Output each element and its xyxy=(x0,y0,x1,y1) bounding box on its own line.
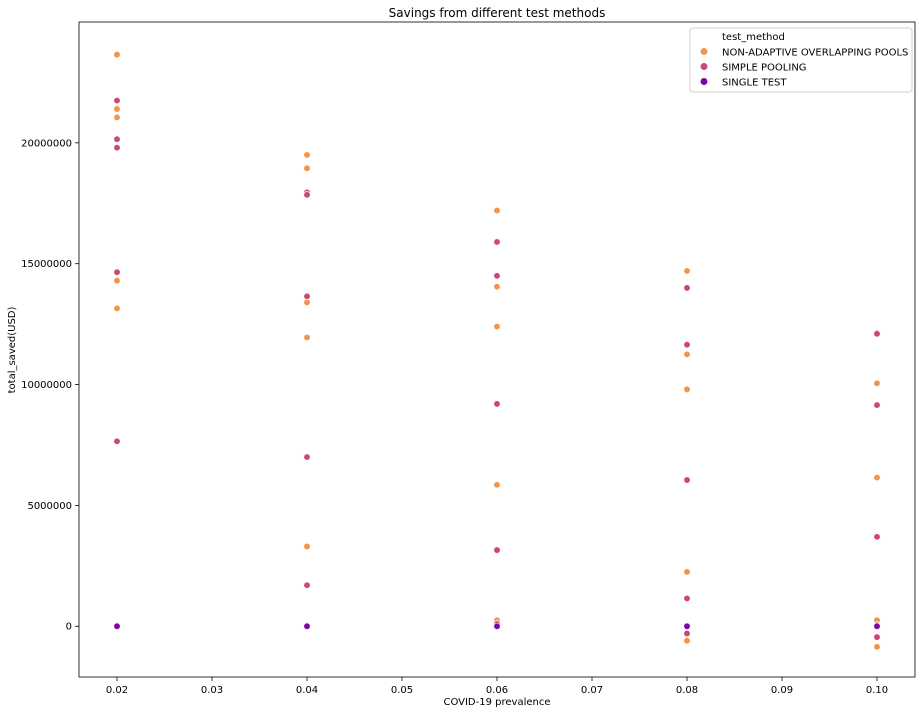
legend-marker-non-adaptive-overlapping-pools xyxy=(699,47,709,56)
point-simple-pooling xyxy=(873,633,881,641)
point-single-test xyxy=(683,622,691,630)
point-non-adaptive-overlapping-pools xyxy=(493,322,501,331)
point-simple-pooling xyxy=(873,330,881,338)
x-tick-label: 0.05 xyxy=(391,685,413,696)
point-non-adaptive-overlapping-pools xyxy=(683,385,691,394)
legend-label-non-adaptive-overlapping-pools: NON-ADAPTIVE OVERLAPPING POOLS xyxy=(722,48,908,59)
x-tick-label: 0.10 xyxy=(866,685,888,696)
y-tick-label: 5000000 xyxy=(27,501,72,512)
point-non-adaptive-overlapping-pools xyxy=(873,643,881,651)
y-tick-label: 15000000 xyxy=(21,259,72,270)
point-simple-pooling xyxy=(873,533,881,541)
point-non-adaptive-overlapping-pools xyxy=(493,481,501,489)
x-tick-label: 0.09 xyxy=(771,685,793,696)
x-tick-label: 0.07 xyxy=(581,685,603,696)
point-non-adaptive-overlapping-pools xyxy=(113,105,121,113)
x-tick-label: 0.04 xyxy=(296,685,318,696)
point-single-test xyxy=(493,622,501,630)
point-simple-pooling xyxy=(493,400,501,408)
y-axis-title: total_saved(USD) xyxy=(7,307,18,394)
point-non-adaptive-overlapping-pools xyxy=(303,151,311,159)
point-non-adaptive-overlapping-pools xyxy=(873,379,881,387)
point-non-adaptive-overlapping-pools xyxy=(873,473,881,482)
point-simple-pooling xyxy=(113,437,121,445)
point-simple-pooling xyxy=(303,581,311,589)
point-non-adaptive-overlapping-pools xyxy=(683,350,691,358)
point-non-adaptive-overlapping-pools xyxy=(303,333,311,342)
x-tick-label: 0.08 xyxy=(676,685,698,696)
point-simple-pooling xyxy=(683,284,691,292)
y-tick-label: 0 xyxy=(66,622,72,633)
point-non-adaptive-overlapping-pools xyxy=(113,304,121,313)
point-non-adaptive-overlapping-pools xyxy=(113,113,121,122)
x-axis-title: COVID-19 prevalence xyxy=(443,697,550,708)
point-simple-pooling xyxy=(873,401,881,409)
chart-title: Savings from different test methods xyxy=(389,6,606,20)
legend: test_method NON-ADAPTIVE OVERLAPPING POO… xyxy=(689,27,913,93)
legend-frame xyxy=(689,27,913,93)
point-non-adaptive-overlapping-pools xyxy=(303,298,311,307)
legend-label-simple-pooling: SIMPLE POOLING xyxy=(722,63,807,74)
point-non-adaptive-overlapping-pools xyxy=(303,164,311,172)
point-non-adaptive-overlapping-pools xyxy=(493,206,501,215)
legend-title: test_method xyxy=(722,32,785,43)
point-simple-pooling xyxy=(493,546,501,554)
point-simple-pooling xyxy=(493,238,501,246)
y-tick-label: 10000000 xyxy=(21,380,72,391)
y-tick-label: 20000000 xyxy=(21,138,72,149)
point-non-adaptive-overlapping-pools xyxy=(683,568,691,576)
x-tick-label: 0.02 xyxy=(106,685,128,696)
plot-area xyxy=(78,21,916,678)
point-non-adaptive-overlapping-pools xyxy=(683,267,691,275)
point-simple-pooling xyxy=(113,96,121,105)
point-non-adaptive-overlapping-pools xyxy=(113,50,121,59)
plot-frame xyxy=(78,21,916,678)
x-tick-label: 0.06 xyxy=(486,685,508,696)
point-simple-pooling xyxy=(683,629,691,638)
legend-marker-simple-pooling xyxy=(699,62,709,71)
point-simple-pooling xyxy=(683,476,691,484)
point-simple-pooling xyxy=(683,341,691,349)
legend-label-single-test: SINGLE TEST xyxy=(722,78,787,89)
point-non-adaptive-overlapping-pools xyxy=(113,276,121,285)
point-simple-pooling xyxy=(303,292,311,300)
y-axis: 0 5000000 10000000 15000000 20000000 xyxy=(21,138,79,633)
point-simple-pooling xyxy=(113,135,121,143)
point-single-test xyxy=(303,622,311,630)
point-simple-pooling xyxy=(303,453,311,461)
point-non-adaptive-overlapping-pools xyxy=(493,283,501,291)
point-simple-pooling xyxy=(493,272,501,280)
point-simple-pooling xyxy=(683,594,691,603)
point-simple-pooling xyxy=(303,191,311,199)
point-non-adaptive-overlapping-pools xyxy=(303,542,311,551)
point-non-adaptive-overlapping-pools xyxy=(683,637,691,645)
x-tick-label: 0.03 xyxy=(201,685,223,696)
data-points xyxy=(113,50,881,651)
point-simple-pooling xyxy=(113,268,121,276)
point-single-test xyxy=(113,622,121,630)
x-axis: 0.02 0.03 0.04 0.05 0.06 0.07 0.08 0.09 0.10 xyxy=(106,677,888,696)
point-simple-pooling xyxy=(113,144,121,152)
legend-marker-single-test xyxy=(699,77,709,86)
point-single-test xyxy=(873,622,881,630)
